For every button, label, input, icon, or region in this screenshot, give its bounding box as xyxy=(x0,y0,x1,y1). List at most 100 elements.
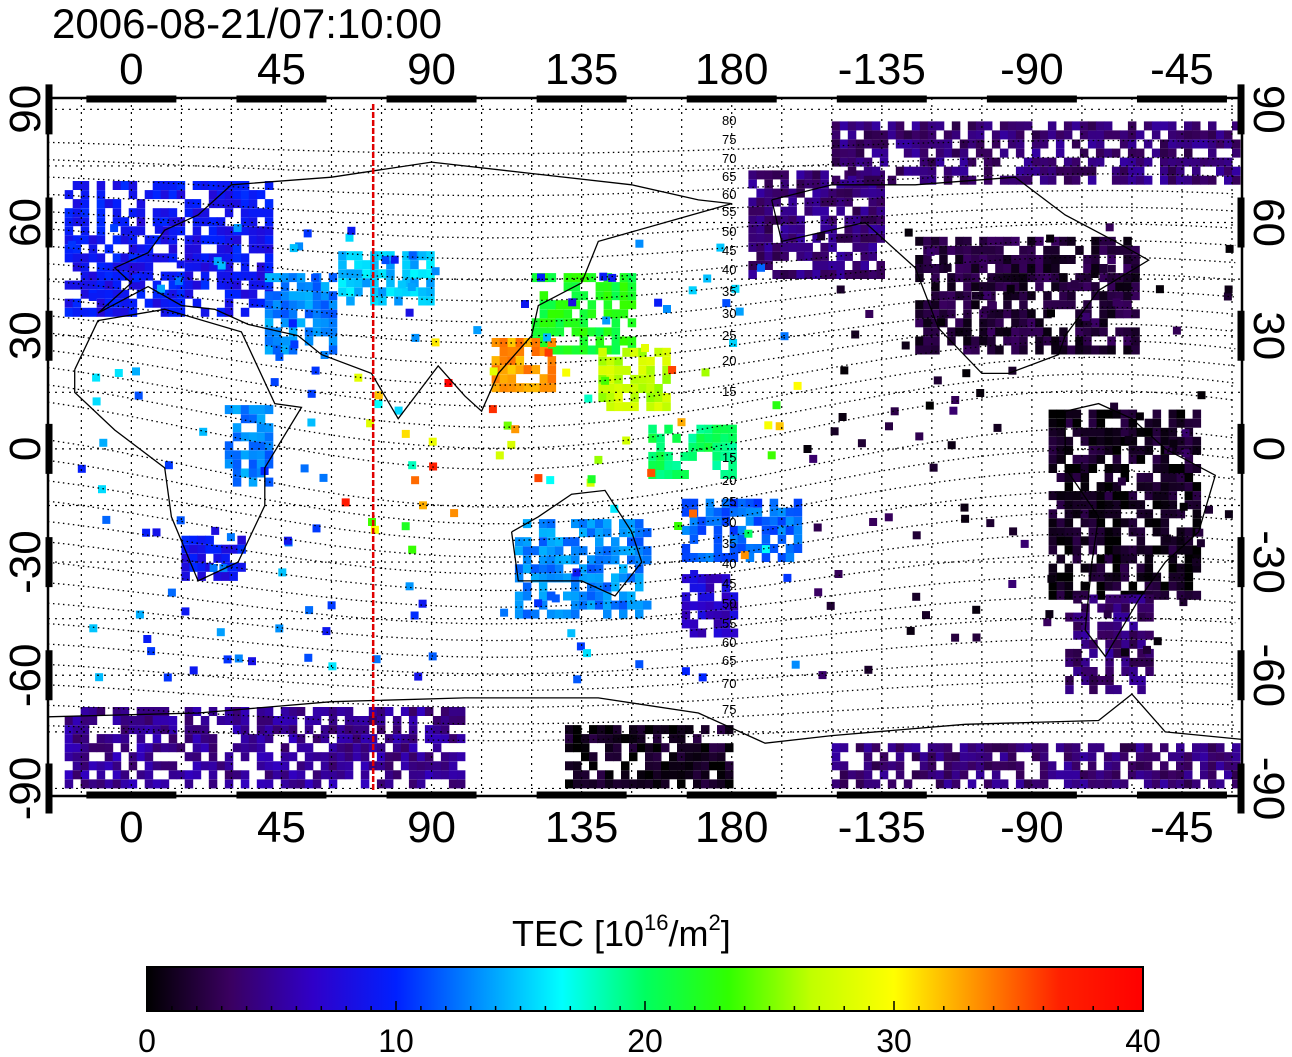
lon-tick-label: -90 xyxy=(1000,45,1064,94)
map-frame-ticks xyxy=(45,84,1245,814)
colorbar-ticks: 0 10 20 30 40 xyxy=(138,1001,1161,1057)
colorbar-tick-label: 30 xyxy=(876,1023,912,1057)
tec-region-7 xyxy=(681,498,803,562)
contour-line xyxy=(48,206,1236,239)
lon-tick-label: 135 xyxy=(545,803,618,852)
tec-region-9 xyxy=(681,574,739,638)
tec-region-10 xyxy=(181,535,246,581)
contour-line xyxy=(48,390,1236,470)
contour-line xyxy=(48,356,1236,428)
tec-scatter-points xyxy=(67,223,1234,684)
colorbar-tick-label: 0 xyxy=(138,1023,156,1057)
magnetic-contours xyxy=(48,139,1236,742)
contour-label: 40 xyxy=(722,262,736,277)
contour-label: 75 xyxy=(722,132,736,147)
contour-line xyxy=(48,490,1236,558)
lon-tick-label: -90 xyxy=(1000,803,1064,852)
contour-label: 70 xyxy=(722,676,736,691)
lon-labels-top: 0 45 90 135 180 -135 -90 -45 xyxy=(119,45,1214,94)
contour-label: 35 xyxy=(722,284,736,299)
lat-tick-label: -60 xyxy=(1,644,50,708)
contour-label: 40 xyxy=(722,556,736,571)
lat-labels-right: 90 60 30 0 -30 -60 -90 xyxy=(1244,85,1292,820)
lat-tick-label: -30 xyxy=(1244,530,1292,594)
contour-label: 20 xyxy=(722,473,736,488)
contour-label: 55 xyxy=(722,204,736,219)
contour-line xyxy=(48,469,1236,542)
lat-tick-label: 30 xyxy=(1,311,50,360)
timestamp-title: 2006-08-21/07:10:00 xyxy=(52,0,442,47)
contour-label: 75 xyxy=(722,702,736,717)
contour-line xyxy=(48,554,1236,608)
contour-line xyxy=(48,722,1236,742)
coastline xyxy=(97,161,732,420)
lon-labels-bottom: 0 45 90 135 180 -135 -90 -45 xyxy=(119,803,1214,852)
lat-tick-label: 90 xyxy=(1,85,50,134)
contour-line xyxy=(48,533,1236,592)
colorbar-label: TEC [1016/m2] xyxy=(512,910,731,954)
coastline xyxy=(771,176,1150,375)
contour-label: 55 xyxy=(722,616,736,631)
lat-labels-left: 90 60 30 0 -30 -60 -90 xyxy=(1,85,50,820)
contour-label: 50 xyxy=(722,224,736,239)
lat-tick-label: -30 xyxy=(1,530,50,594)
coastline xyxy=(1064,402,1217,658)
contour-line xyxy=(48,373,1236,449)
lat-tick-label: -90 xyxy=(1,757,50,821)
colorbar-tick-label: 10 xyxy=(378,1023,414,1057)
contour-label: 80 xyxy=(722,113,736,128)
contour-line xyxy=(48,256,1236,302)
contour-label: 70 xyxy=(722,151,736,166)
lon-tick-label: -45 xyxy=(1150,803,1214,852)
contour-label: 45 xyxy=(722,243,736,258)
contour-label: 45 xyxy=(722,576,736,591)
contour-line xyxy=(48,289,1236,344)
lon-tick-label: 180 xyxy=(695,45,768,94)
tec-region-2 xyxy=(338,251,435,306)
contour-label: 35 xyxy=(722,536,736,551)
contour-label: 65 xyxy=(722,169,736,184)
contour-line xyxy=(48,701,1236,725)
lon-tick-label: 90 xyxy=(407,45,456,94)
lat-tick-label: 0 xyxy=(1,437,50,461)
lon-tick-label: 0 xyxy=(119,803,143,852)
lat-tick-label: 0 xyxy=(1244,437,1292,461)
lat-tick-label: -60 xyxy=(1244,644,1292,708)
tec-region-11 xyxy=(224,405,274,487)
contour-labels: 80 75 70 65 60 55 50 45 40 35 30 25 20 15 15 20 25 30 35 40… xyxy=(722,113,736,717)
tec-region-3 xyxy=(531,273,637,355)
lon-tick-label: 0 xyxy=(119,45,143,94)
contour-label: 20 xyxy=(722,353,736,368)
lat-tick-label: 90 xyxy=(1244,85,1292,134)
lon-tick-label: -135 xyxy=(838,45,926,94)
tec-region-8 xyxy=(514,519,652,619)
contour-line xyxy=(48,323,1236,386)
contour-line xyxy=(48,189,1236,218)
lat-tick-label: 30 xyxy=(1244,311,1292,360)
lon-tick-label: 180 xyxy=(695,803,768,852)
contour-line xyxy=(48,680,1236,708)
contour-label: 15 xyxy=(722,384,736,399)
lon-tick-label: -45 xyxy=(1150,45,1214,94)
tec-region-1 xyxy=(264,273,338,355)
contour-line xyxy=(48,239,1236,281)
contour-label: 50 xyxy=(722,596,736,611)
lon-tick-label: 135 xyxy=(545,45,618,94)
contour-line xyxy=(48,596,1236,642)
contour-line xyxy=(48,575,1236,625)
tec-region-19 xyxy=(831,743,1241,789)
contour-line xyxy=(48,173,1236,197)
tec-region-6 xyxy=(648,424,737,479)
coastline xyxy=(510,489,643,597)
contour-line xyxy=(48,448,1236,525)
contour-label: 60 xyxy=(722,635,736,650)
colorbar-tick-label: 20 xyxy=(627,1023,663,1057)
lon-tick-label: 45 xyxy=(257,45,306,94)
lon-tick-label: 90 xyxy=(407,803,456,852)
contour-line xyxy=(48,340,1236,407)
colorbar-tick-label: 40 xyxy=(1125,1023,1161,1057)
tec-region-15 xyxy=(1048,409,1202,600)
lat-tick-label: 60 xyxy=(1244,198,1292,247)
contour-label: 25 xyxy=(722,328,736,343)
